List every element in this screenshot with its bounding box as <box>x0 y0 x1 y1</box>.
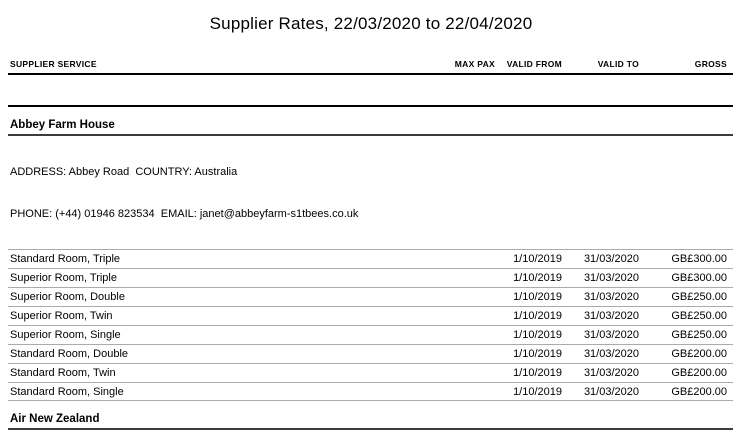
rate-valid-to: 31/03/2020 <box>583 291 639 303</box>
rate-gross: GB£200.00 <box>671 385 727 398</box>
rate-row: Superior Room, Double 1/10/2019 31/03/20… <box>8 287 733 306</box>
table-header-row: SUPPLIER SERVICE MAX PAX VALID FROM VALI… <box>8 59 733 75</box>
rate-gross: GB£300.00 <box>671 253 727 265</box>
rate-service-name: Standard Room, Twin <box>10 367 116 379</box>
supplier-name-row: Air New Zealand <box>8 408 733 430</box>
supplier-address-line: ADDRESS: Abbey Road COUNTRY: Australia <box>10 166 238 178</box>
rate-valid-from: 1/10/2019 <box>513 272 562 284</box>
rate-service-name: Standard Room, Triple <box>10 253 121 265</box>
rate-valid-to: 31/03/2020 <box>583 272 639 284</box>
rate-valid-to: 31/03/2020 <box>583 253 639 265</box>
rate-valid-to: 31/03/2020 <box>583 367 639 379</box>
rate-service-name: Superior Room, Double <box>10 291 125 303</box>
rate-row: Standard Room, Single 1/10/2019 31/03/20… <box>8 382 733 401</box>
rate-valid-from: 1/10/2019 <box>513 329 562 341</box>
rate-valid-from: 1/10/2019 <box>513 253 562 265</box>
rate-valid-to: 31/03/2020 <box>583 310 639 322</box>
column-header-gross: GROSS <box>694 59 727 69</box>
supplier-contact-line: PHONE: (+44) 01946 823534 EMAIL: janet@a… <box>10 208 359 220</box>
rate-row: Superior Room, Single 1/10/2019 31/03/20… <box>8 325 733 344</box>
rate-row: Standard Room, Double 1/10/2019 31/03/20… <box>8 344 733 363</box>
rate-service-name: Superior Room, Triple <box>10 272 117 284</box>
rate-gross: GB£250.00 <box>671 291 727 303</box>
column-header-valid-from: VALID FROM <box>506 59 562 69</box>
column-header-max-pax: MAX PAX <box>454 59 495 69</box>
rate-row: Standard Room, Triple 1/10/2019 31/03/20… <box>8 249 733 268</box>
rate-gross: GB£300.00 <box>671 272 727 284</box>
supplier-name: Abbey Farm House <box>10 119 115 131</box>
rate-row: Standard Room, Twin 1/10/2019 31/03/2020… <box>8 363 733 382</box>
rate-valid-from: 1/10/2019 <box>513 385 562 398</box>
rate-valid-from: 1/10/2019 <box>513 367 562 379</box>
supplier-section: Air New Zealand From Auckland to Destina… <box>8 408 733 433</box>
rate-gross: GB£250.00 <box>671 329 727 341</box>
rate-service-name: Standard Room, Single <box>10 385 124 398</box>
rate-valid-to: 31/03/2020 <box>583 385 639 398</box>
report-title: Supplier Rates, 22/03/2020 to 22/04/2020 <box>209 14 533 33</box>
rate-row: Superior Room, Triple 1/10/2019 31/03/20… <box>8 268 733 287</box>
supplier-rates-list: Standard Room, Triple 1/10/2019 31/03/20… <box>8 249 733 401</box>
rate-valid-from: 1/10/2019 <box>513 310 562 322</box>
supplier-name-row: Abbey Farm House <box>8 114 733 136</box>
rate-valid-to: 31/03/2020 <box>583 329 639 341</box>
rate-valid-to: 31/03/2020 <box>583 348 639 360</box>
rates-table: SUPPLIER SERVICE MAX PAX VALID FROM VALI… <box>8 59 733 433</box>
rate-valid-from: 1/10/2019 <box>513 348 562 360</box>
rate-gross: GB£200.00 <box>671 367 727 379</box>
rate-service-name: Superior Room, Single <box>10 329 121 341</box>
column-header-supplier-service: SUPPLIER SERVICE <box>10 59 97 69</box>
header-spacer-rule <box>8 75 733 107</box>
rate-gross: GB£250.00 <box>671 310 727 322</box>
rate-row: Superior Room, Twin 1/10/2019 31/03/2020… <box>8 306 733 325</box>
supplier-name: Air New Zealand <box>10 413 100 425</box>
report-page: Supplier Rates, 22/03/2020 to 22/04/2020… <box>0 13 742 433</box>
supplier-address-block: ADDRESS: Abbey Road COUNTRY: Australia P… <box>8 136 733 249</box>
rate-service-name: Superior Room, Twin <box>10 310 113 322</box>
column-header-valid-to: VALID TO <box>597 59 639 69</box>
rate-valid-from: 1/10/2019 <box>513 291 562 303</box>
supplier-section: Abbey Farm House ADDRESS: Abbey Road COU… <box>8 114 733 401</box>
rate-service-name: Standard Room, Double <box>10 348 129 360</box>
supplier-sections: Abbey Farm House ADDRESS: Abbey Road COU… <box>8 114 733 433</box>
rate-gross: GB£200.00 <box>671 348 727 360</box>
